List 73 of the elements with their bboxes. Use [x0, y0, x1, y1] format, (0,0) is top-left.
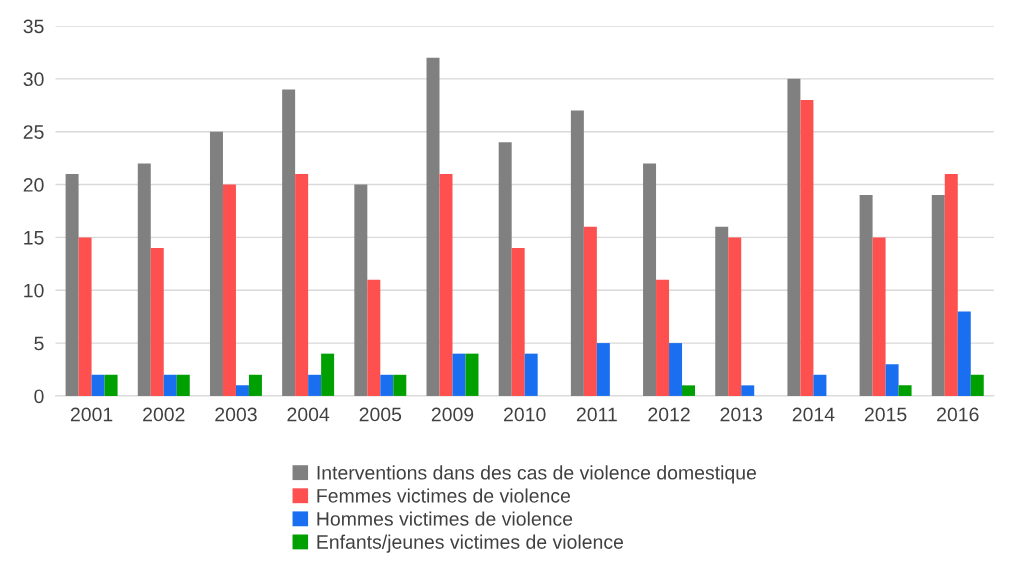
- y-tick-label: 15: [24, 231, 44, 245]
- y-tick-label: 5: [34, 336, 44, 351]
- x-tick-label: 2013: [720, 407, 762, 422]
- y-tick-label: 20: [23, 178, 44, 192]
- bar: [452, 353, 466, 396]
- bar: [728, 237, 742, 396]
- y-tick-label: 10: [24, 283, 44, 298]
- bar: [209, 131, 223, 396]
- bar: [511, 247, 525, 396]
- bar: [931, 195, 945, 396]
- bar: [282, 89, 296, 396]
- legend-label: Enfants/jeunes victimes de violence: [317, 534, 624, 553]
- bar: [787, 78, 801, 396]
- legend-label: Hommes victimes de violence: [317, 511, 573, 526]
- bar: [235, 385, 249, 396]
- bar: [970, 374, 984, 396]
- x-tick-label: 2001: [70, 407, 113, 422]
- x-tick-label: 2010: [504, 407, 546, 422]
- x-tick-label: 2015: [864, 407, 907, 422]
- y-tick-label: 35: [23, 19, 44, 34]
- bar: [176, 374, 190, 396]
- bar: [367, 279, 381, 396]
- y-tick-label: 25: [23, 125, 44, 139]
- bar: [583, 226, 597, 396]
- bar: [643, 163, 657, 396]
- bar: [137, 163, 151, 396]
- bar: [898, 385, 912, 396]
- bar: [859, 195, 873, 396]
- x-tick-label: 2004: [287, 407, 330, 422]
- x-tick-label: 2014: [792, 407, 835, 422]
- bar: [800, 99, 814, 396]
- bar: [596, 343, 610, 396]
- x-tick-label: 2003: [215, 407, 257, 422]
- bar: [872, 237, 886, 396]
- bar: [222, 184, 236, 396]
- x-tick-label: 2016: [937, 407, 979, 422]
- x-tick-label: 2012: [648, 407, 690, 422]
- bar: [813, 374, 827, 396]
- bar: [78, 237, 92, 396]
- bar: [465, 353, 479, 396]
- bar: [741, 385, 755, 396]
- y-tick-label: 0: [34, 389, 44, 404]
- bar: [65, 173, 79, 396]
- bar: [163, 374, 177, 396]
- legend-label: Femmes victimes de violence: [317, 488, 571, 503]
- bar: [248, 374, 262, 396]
- bar: [669, 343, 683, 396]
- bar: [682, 385, 696, 396]
- bar: [321, 353, 335, 396]
- bar: [957, 311, 971, 396]
- bar: [426, 57, 440, 396]
- bar: [570, 110, 584, 396]
- bar: [104, 374, 118, 396]
- legend-label: Interventions dans des cas de violence domestique: [317, 465, 756, 484]
- bar: [354, 184, 368, 396]
- y-tick-label: 30: [23, 72, 44, 87]
- bar: [656, 279, 670, 396]
- x-tick-label: 2005: [359, 407, 402, 422]
- bar: [308, 374, 322, 396]
- bar: [380, 374, 394, 396]
- bar: [498, 142, 512, 396]
- bar: [885, 364, 899, 396]
- bar: [295, 173, 309, 396]
- bar: [524, 353, 538, 396]
- bar: [439, 173, 453, 396]
- bar: [944, 173, 958, 396]
- bar: [393, 374, 407, 396]
- bar: [715, 226, 729, 396]
- bar: [91, 374, 105, 396]
- x-tick-label: 2011: [576, 407, 617, 422]
- bar: [150, 247, 164, 396]
- x-tick-label: 2009: [431, 407, 474, 422]
- x-tick-label: 2002: [143, 407, 185, 422]
